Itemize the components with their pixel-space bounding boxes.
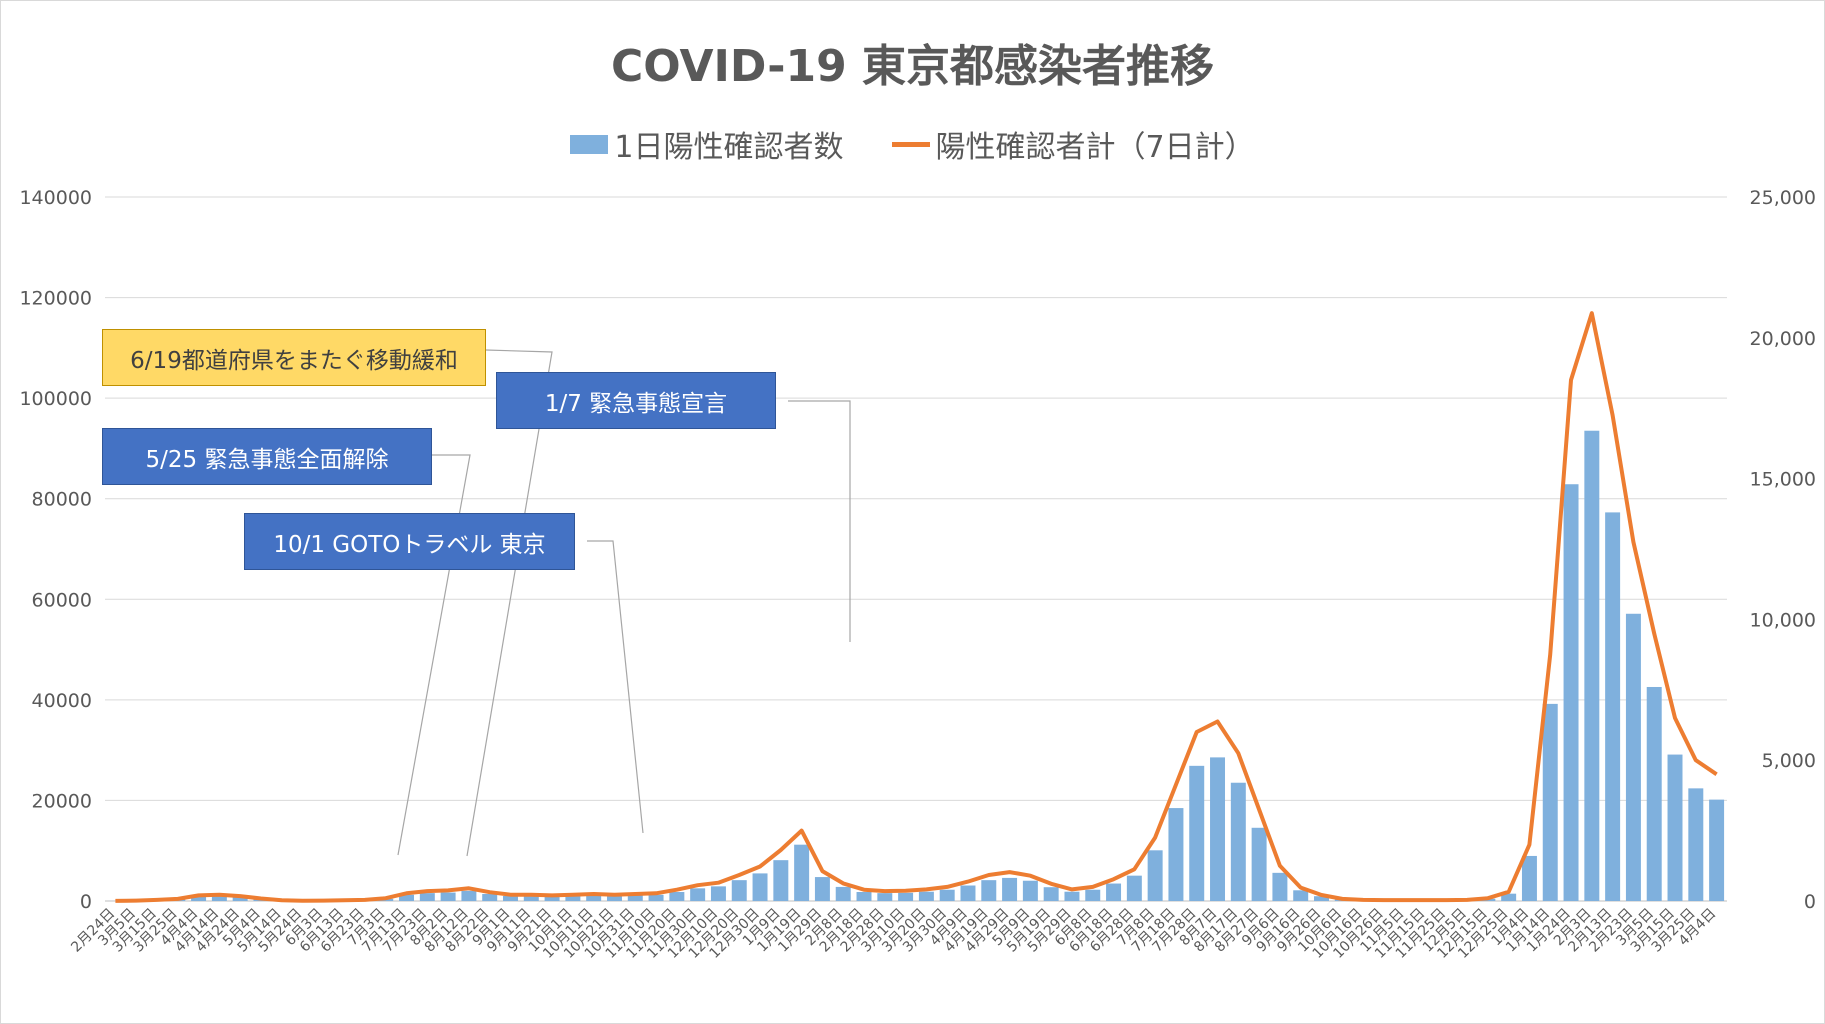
y-right-tick-label: 0 bbox=[1804, 891, 1816, 913]
data-bar bbox=[710, 886, 726, 901]
data-bar bbox=[565, 895, 581, 901]
data-bar bbox=[1189, 765, 1205, 901]
data-bar bbox=[1064, 891, 1080, 901]
data-bar bbox=[752, 873, 768, 901]
data-bar bbox=[586, 895, 602, 901]
data-bar bbox=[1605, 512, 1621, 901]
data-bar bbox=[648, 894, 664, 901]
data-bar bbox=[1542, 703, 1558, 901]
data-bar bbox=[1667, 754, 1683, 901]
legend-label-bars: 1日陽性確認者数 bbox=[614, 130, 844, 165]
data-bar bbox=[191, 896, 207, 901]
data-bar bbox=[1251, 827, 1267, 901]
legend-swatch-line bbox=[891, 141, 930, 147]
data-bar bbox=[1646, 686, 1662, 901]
data-bar bbox=[1085, 889, 1101, 901]
data-bar bbox=[1106, 883, 1122, 901]
data-bar bbox=[960, 885, 976, 901]
annotation-leader-line bbox=[397, 454, 471, 856]
data-bar bbox=[690, 888, 706, 901]
y-left-tick-label: 0 bbox=[80, 891, 92, 913]
data-bar bbox=[1272, 872, 1288, 901]
data-bar bbox=[461, 890, 477, 901]
data-bar bbox=[399, 894, 415, 901]
data-bar bbox=[1584, 430, 1600, 901]
data-bar bbox=[939, 889, 955, 901]
data-bar bbox=[1126, 875, 1142, 901]
annotation-leader-line bbox=[788, 400, 851, 642]
data-bar bbox=[1002, 877, 1018, 901]
data-bar bbox=[419, 893, 435, 901]
y-left-tick-label: 20000 bbox=[32, 790, 92, 812]
data-bar bbox=[898, 892, 914, 901]
data-bar bbox=[1210, 757, 1226, 901]
legend-label-line: 陽性確認者計（7日計） bbox=[935, 130, 1255, 165]
data-bar bbox=[877, 893, 893, 901]
data-bar bbox=[1022, 880, 1038, 901]
data-bar bbox=[440, 892, 456, 901]
data-bar bbox=[1563, 484, 1579, 901]
data-bar bbox=[211, 895, 227, 901]
data-bar bbox=[503, 895, 518, 901]
y-right-tick-label: 15,000 bbox=[1750, 469, 1816, 491]
y-right-tick-label: 10,000 bbox=[1750, 609, 1816, 631]
data-bar bbox=[814, 877, 830, 901]
legend-item-bars: 1日陽性確認者数 bbox=[570, 122, 844, 166]
data-bar bbox=[544, 896, 560, 901]
y-left-tick-label: 100000 bbox=[19, 388, 92, 410]
y-left-tick-label: 120000 bbox=[19, 288, 92, 310]
data-bar bbox=[1168, 808, 1184, 901]
data-bar bbox=[1709, 799, 1725, 901]
data-bar bbox=[482, 893, 498, 901]
legend-item-line: 陽性確認者計（7日計） bbox=[891, 122, 1255, 166]
chart-title: COVID-19 東京都感染者推移 bbox=[610, 41, 1215, 92]
data-bar bbox=[731, 880, 747, 901]
chart-legend: 1日陽性確認者数 陽性確認者計（7日計） bbox=[0, 122, 1825, 166]
data-bar bbox=[1043, 887, 1059, 901]
data-bar bbox=[1230, 782, 1246, 901]
annotation-goto-travel: 10/1 GOTOトラベル 東京 bbox=[244, 513, 575, 570]
annotation-leader-line bbox=[466, 349, 553, 857]
data-bar bbox=[981, 880, 997, 901]
data-bar bbox=[918, 891, 934, 901]
annotation-emergency-lifted: 5/25 緊急事態全面解除 bbox=[102, 428, 432, 485]
y-left-tick-label: 60000 bbox=[32, 589, 92, 611]
data-bar bbox=[856, 891, 872, 901]
data-bar bbox=[523, 895, 539, 901]
data-bar bbox=[606, 895, 622, 901]
annotation-emergency-declaration: 1/7 緊急事態宣言 bbox=[496, 372, 776, 429]
data-bar bbox=[232, 897, 248, 901]
data-bar bbox=[669, 891, 685, 901]
data-bar bbox=[627, 895, 643, 901]
data-bar bbox=[1501, 893, 1517, 901]
y-left-tick-label: 40000 bbox=[32, 690, 92, 712]
data-bar bbox=[1688, 788, 1704, 901]
data-bar bbox=[794, 844, 810, 901]
legend-swatch-bars bbox=[570, 134, 609, 154]
data-bar bbox=[1625, 613, 1641, 901]
y-right-tick-label: 25,000 bbox=[1750, 187, 1816, 209]
y-left-tick-label: 140000 bbox=[19, 187, 92, 209]
annotation-leader-line bbox=[587, 540, 644, 834]
data-bar bbox=[1314, 896, 1329, 901]
data-bar bbox=[773, 860, 789, 901]
data-bar bbox=[1147, 850, 1163, 901]
y-right-tick-label: 5,000 bbox=[1762, 750, 1816, 772]
annotation-travel-relaxation: 6/19都道府県をまたぐ移動緩和 bbox=[102, 329, 486, 386]
y-right-tick-label: 20,000 bbox=[1750, 328, 1816, 350]
data-bar bbox=[1293, 890, 1309, 901]
data-bar bbox=[835, 886, 851, 901]
y-left-tick-label: 80000 bbox=[32, 489, 92, 511]
data-bar bbox=[1521, 855, 1537, 901]
line-series-7day-total bbox=[115, 311, 1718, 903]
